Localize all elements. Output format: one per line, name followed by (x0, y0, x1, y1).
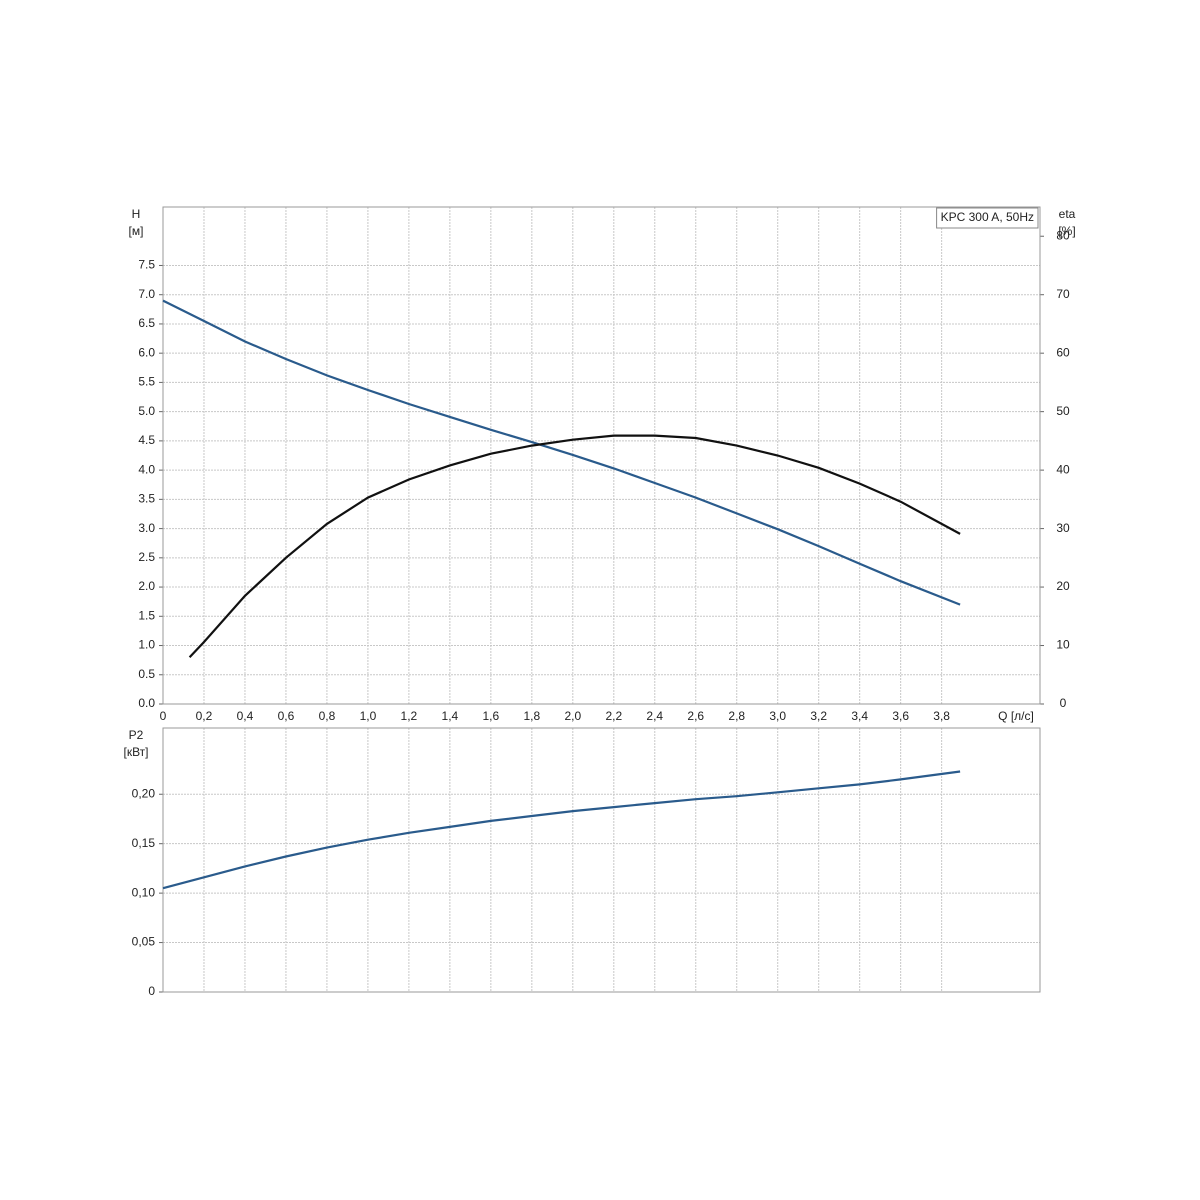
y-tick-label: 2.5 (138, 550, 155, 564)
y-tick-label: 0,05 (132, 935, 156, 949)
x-tick-label: 0,4 (237, 709, 254, 723)
y-tick-label: 0.0 (138, 696, 155, 710)
y-tick-label: 1.5 (138, 608, 155, 622)
y-tick-label: 0,20 (132, 786, 156, 800)
y-tick-label: 5.0 (138, 404, 155, 418)
curve (162, 770, 961, 890)
y2-tick-label: 50 (1056, 404, 1070, 418)
y2-tick-label: 60 (1056, 345, 1070, 359)
y-tick-label: 0 (148, 984, 155, 998)
y2-tick-label: 10 (1056, 638, 1070, 652)
y-tick-label: 1.0 (138, 638, 155, 652)
plot-frame (162, 727, 1041, 993)
y-axis-label: P2 (129, 728, 144, 742)
x-axis-label: Q [л/с] (998, 709, 1034, 723)
legend-box (936, 207, 1039, 229)
y2-tick-label: 30 (1056, 521, 1070, 535)
y-tick-label: 0.5 (138, 667, 155, 681)
y-tick-label: 3.0 (138, 521, 155, 535)
x-tick-label: 2,4 (646, 709, 663, 723)
y-tick-label: 7.0 (138, 287, 155, 301)
x-tick-label: 0,2 (196, 709, 213, 723)
x-tick-label: 2,6 (687, 709, 704, 723)
x-tick-label: 2,0 (564, 709, 581, 723)
y2-axis-label: [%] (1058, 224, 1075, 238)
y-tick-label: 0,15 (132, 836, 156, 850)
x-tick-label: 3,2 (810, 709, 827, 723)
x-tick-label: 3,0 (769, 709, 786, 723)
y-axis-label: H (132, 207, 141, 221)
y-tick-label: 6.0 (138, 345, 155, 359)
x-tick-label: 2,2 (605, 709, 622, 723)
y-tick-label: 7.5 (138, 258, 155, 272)
x-tick-label: 3,4 (851, 709, 868, 723)
plot-frame (162, 206, 1041, 705)
x-tick-label: 1,0 (360, 709, 377, 723)
x-tick-label: 2,8 (728, 709, 745, 723)
y-tick-label: 6.5 (138, 316, 155, 330)
y-axis-label: [м] (129, 224, 144, 238)
x-tick-label: 1,6 (483, 709, 500, 723)
y-tick-label: 2.0 (138, 579, 155, 593)
y-tick-label: 4.0 (138, 462, 155, 476)
y2-tick-label: 0 (1060, 696, 1067, 710)
x-tick-label: 0,6 (278, 709, 295, 723)
curve (188, 434, 961, 658)
x-tick-label: 0 (160, 709, 167, 723)
y2-tick-label: 70 (1056, 287, 1070, 301)
y-tick-label: 5.5 (138, 375, 155, 389)
x-tick-label: 0,8 (319, 709, 336, 723)
legend-label: KPC 300 A, 50Hz (941, 210, 1034, 224)
curve (162, 299, 961, 606)
y-tick-label: 0,10 (132, 885, 156, 899)
y-tick-label: 3.5 (138, 492, 155, 506)
x-tick-label: 1,8 (523, 709, 540, 723)
x-tick-label: 1,2 (401, 709, 418, 723)
y-tick-label: 4.5 (138, 433, 155, 447)
x-tick-label: 3,8 (933, 709, 950, 723)
y2-tick-label: 80 (1056, 228, 1070, 242)
y2-axis-label: eta (1059, 207, 1076, 221)
y2-tick-label: 20 (1056, 579, 1070, 593)
x-tick-label: 3,6 (892, 709, 909, 723)
x-tick-label: 1,4 (442, 709, 459, 723)
y-axis-label: [кВт] (123, 745, 148, 759)
y2-tick-label: 40 (1056, 462, 1070, 476)
